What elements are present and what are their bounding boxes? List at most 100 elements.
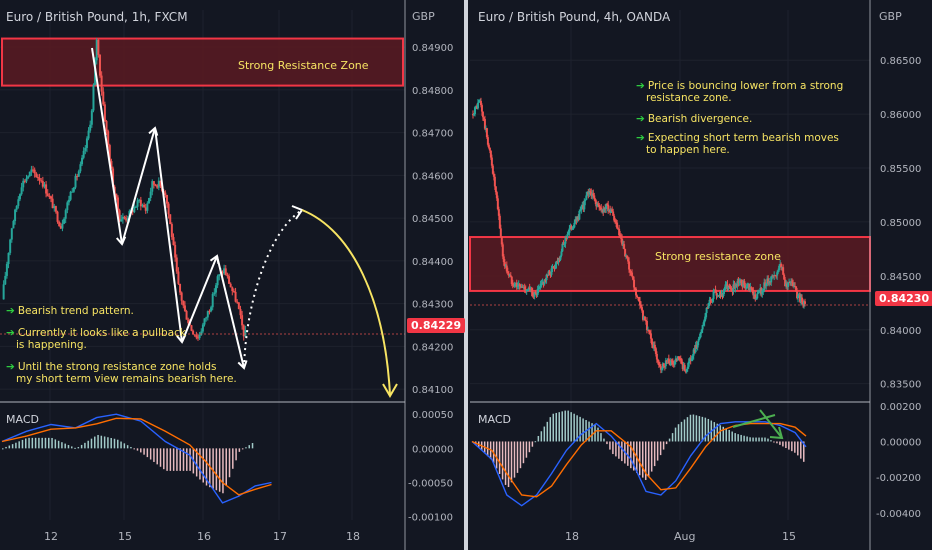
price-tick-label: 0.84000	[880, 326, 921, 337]
candle	[139, 199, 142, 207]
macd-histogram-bar	[94, 436, 96, 449]
candle	[64, 210, 67, 219]
candle	[734, 284, 737, 288]
macd-histogram-bar	[680, 421, 683, 442]
candle	[567, 232, 570, 235]
macd-histogram-bar	[126, 445, 129, 449]
divergence-arrow-head	[769, 426, 784, 440]
candle	[592, 193, 595, 196]
candle	[54, 206, 57, 212]
macd-histogram-bar	[504, 441, 507, 485]
divergence-arrow	[732, 414, 776, 428]
macd-histogram-bar	[212, 448, 214, 489]
macd-histogram-bar	[740, 434, 742, 442]
candle	[763, 282, 766, 291]
candle	[477, 101, 480, 103]
macd-histogram-bar	[531, 441, 534, 447]
macd-histogram-bar	[123, 443, 126, 449]
candle	[501, 244, 504, 257]
candle	[138, 199, 141, 201]
macd-histogram-bar	[671, 433, 674, 442]
candle	[154, 184, 157, 186]
macd-histogram-bar	[803, 441, 805, 462]
macd-histogram-bar	[543, 426, 546, 442]
candle	[544, 279, 547, 281]
price-tick-label: 0.84300	[412, 300, 453, 311]
candle	[486, 137, 489, 145]
candle	[4, 275, 7, 285]
candle	[167, 203, 170, 215]
macd-histogram-bar	[791, 441, 793, 452]
candle	[722, 290, 725, 296]
candle	[218, 274, 221, 277]
candle	[498, 215, 501, 229]
candle	[30, 169, 33, 172]
macd-histogram-bar	[11, 444, 14, 449]
candle	[211, 293, 214, 308]
macd-histogram-bar	[731, 431, 733, 442]
macd-histogram-bar	[228, 448, 231, 478]
candle	[776, 272, 779, 276]
candle	[791, 281, 794, 283]
candle	[626, 255, 629, 259]
macd-histogram-bar	[44, 437, 47, 449]
candle	[61, 223, 64, 229]
macd-histogram-bar	[80, 444, 83, 449]
macd-histogram-bar	[749, 437, 751, 442]
macd-line	[1, 413, 272, 504]
macd-histogram-bar	[656, 441, 659, 461]
macd-histogram-bar	[576, 415, 578, 442]
macd-histogram-bar	[205, 448, 208, 486]
candle	[169, 214, 172, 225]
price-tick-label: 0.84600	[412, 171, 453, 182]
candle	[491, 165, 494, 174]
candle	[634, 287, 637, 289]
pattern-leg	[121, 127, 156, 245]
candle	[473, 107, 476, 115]
candle	[636, 295, 639, 297]
macd-histogram-bar	[232, 448, 234, 469]
candle	[724, 284, 727, 291]
candle	[550, 268, 553, 275]
macd-histogram-bar	[222, 448, 224, 494]
price-tick-label: 0.85500	[880, 164, 921, 175]
candle	[588, 191, 591, 195]
candle	[133, 207, 136, 213]
panel-divider	[464, 0, 468, 550]
macd-histogram-bar	[677, 424, 680, 442]
candle	[244, 330, 247, 337]
macd-histogram-bar	[600, 433, 602, 442]
macd-histogram-bar	[719, 425, 722, 442]
candle	[17, 199, 20, 206]
macd-histogram-bar	[182, 448, 185, 471]
candle	[801, 297, 804, 302]
macd-histogram-bar	[172, 448, 175, 471]
candle	[665, 360, 668, 362]
candle	[796, 291, 799, 299]
macd-histogram-bar	[612, 441, 614, 455]
macd-histogram-bar	[728, 429, 730, 442]
candle	[223, 268, 226, 274]
candle	[513, 284, 516, 287]
candle	[90, 110, 93, 125]
candle	[53, 206, 56, 209]
candle	[2, 284, 5, 300]
candle	[614, 220, 617, 222]
price-tick-label: 0.84500	[412, 214, 453, 225]
candle	[687, 361, 690, 367]
candle	[620, 237, 623, 239]
candle	[203, 318, 206, 325]
macd-histogram-bar	[525, 441, 528, 458]
candle	[585, 195, 588, 200]
candle	[59, 226, 62, 229]
candle	[707, 303, 710, 309]
time-tick-label: Aug	[674, 530, 695, 543]
macd-histogram-bar	[510, 441, 513, 483]
candle	[507, 273, 510, 276]
macd-histogram-bar	[573, 413, 575, 442]
candle	[596, 203, 599, 207]
macd-histogram-bar	[630, 441, 632, 469]
candle	[195, 335, 198, 338]
candle	[237, 302, 240, 309]
